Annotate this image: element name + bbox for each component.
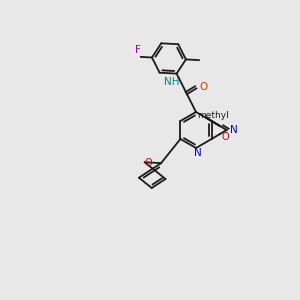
Text: F: F <box>135 45 141 55</box>
Text: NH: NH <box>164 77 180 87</box>
Text: O: O <box>221 132 229 142</box>
Text: N: N <box>230 125 238 135</box>
Text: methyl: methyl <box>197 111 229 120</box>
Text: O: O <box>145 158 152 168</box>
Text: O: O <box>199 82 208 92</box>
Text: N: N <box>194 148 202 158</box>
